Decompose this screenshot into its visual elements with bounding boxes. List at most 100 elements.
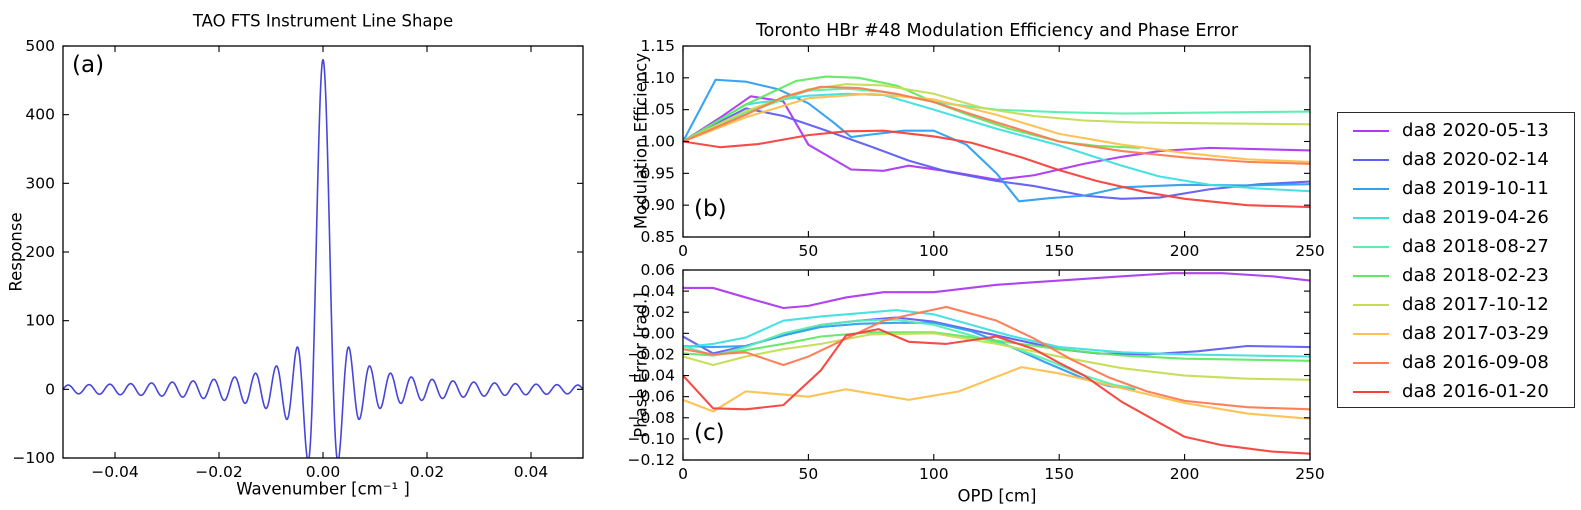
- panel-a-xlabel: Wavenumber [cm⁻¹ ]: [236, 479, 410, 499]
- panel-b-ylabel: Modulation Efficiency: [631, 52, 651, 230]
- legend-line-swatch: [1353, 303, 1389, 306]
- panel_c-y-tick-label: −0.06: [628, 388, 676, 406]
- panel_a-y-tick-label: 500: [25, 37, 55, 55]
- panel-c-xlabel: OPD [cm]: [957, 486, 1037, 506]
- legend-item: da8 2017-10-12: [1338, 290, 1574, 319]
- legend-item-label: da8 2016-09-08: [1402, 352, 1550, 373]
- panel_b-y-tick-label: 1.15: [640, 37, 675, 55]
- panel_a-y-tick-label: 400: [25, 106, 55, 124]
- panel_c-x-tick-label: 100: [919, 465, 949, 483]
- panel_b-series-line: [683, 92, 1310, 193]
- panel_c-x-tick-label: 0: [678, 465, 688, 483]
- panel_a-y-tick-label: 200: [25, 243, 55, 261]
- panel_c-y-tick-label: 0.06: [640, 261, 675, 279]
- legend-line-swatch: [1353, 332, 1389, 335]
- panel_c-frame: [682, 269, 1311, 461]
- panel_b-series-line: [683, 85, 1310, 165]
- panel_a-x-tick-label: 0.04: [514, 463, 549, 481]
- panel_a-x-tick-label: −0.02: [195, 463, 243, 481]
- legend-item-label: da8 2020-02-14: [1402, 149, 1550, 170]
- panel_c-y-tick-label: −0.04: [628, 367, 676, 385]
- legend-item-label: da8 2018-08-27: [1402, 236, 1550, 257]
- panel-b-letter-label: (b): [694, 196, 727, 222]
- panel_c-series-line: [683, 331, 1310, 362]
- panel_b-frame: [682, 45, 1311, 238]
- panel_a-x-tick-label: 0.02: [410, 463, 445, 481]
- panel_b-x-tick-label: 150: [1044, 242, 1074, 260]
- panel_c-y-tick-label: −0.08: [628, 409, 676, 427]
- panel_a-y-tick-label: 100: [25, 312, 55, 330]
- legend-item: da8 2019-10-11: [1338, 174, 1574, 203]
- panel_b-y-tick-label: 1.05: [640, 101, 675, 119]
- panel_a-y-tick-label: −100: [12, 449, 55, 467]
- panel_c-y-tick-label: −0.10: [628, 430, 676, 448]
- legend-item: da8 2018-02-23: [1338, 261, 1574, 290]
- legend-line-swatch: [1353, 187, 1389, 190]
- legend-line-swatch: [1353, 245, 1389, 248]
- panel_c-series-line: [683, 366, 1310, 420]
- panel_c-y-tick-label: 0.02: [640, 303, 675, 321]
- panel_c-x-tick-label: 250: [1295, 465, 1325, 483]
- panel_a-y-tick-label: 0: [45, 380, 55, 398]
- panel-c-ylabel: Phase Error [rad.]: [631, 292, 651, 438]
- panel_a-x-tick-label: −0.04: [91, 463, 139, 481]
- legend-item-label: da8 2016-01-20: [1402, 381, 1550, 402]
- panel_b-y-tick-label: 0.95: [640, 164, 675, 182]
- panel_c-x-tick-label: 150: [1044, 465, 1074, 483]
- legend-line-swatch: [1353, 129, 1389, 132]
- panel_b-plot: 0 50 100 150 200 250 0.85 0.90 0.95 1.00 1.05 1.10 1…: [640, 37, 1324, 260]
- panel_c-y-tick-label: 0.00: [640, 324, 675, 342]
- panel_c-series-line: [683, 305, 1310, 411]
- panel-bc-title: Toronto HBr #48 Modulation Efficiency an…: [755, 21, 1239, 41]
- panel_b-series-line: [683, 129, 1310, 209]
- panel_b-x-tick-label: 100: [919, 242, 949, 260]
- panel_a-x-tick-label: 0.00: [306, 463, 341, 481]
- panel_c-y-tick-label: 0.04: [640, 282, 675, 300]
- legend-item-label: da8 2017-10-12: [1402, 294, 1550, 315]
- legend-line-swatch: [1353, 216, 1389, 219]
- panel_c-y-tick-label: −0.02: [628, 345, 676, 363]
- panel-a-ylabel: Response: [6, 212, 26, 292]
- legend-item: da8 2016-01-20: [1338, 377, 1574, 406]
- panel_a-plot: −0.04 −0.02 0.00 0.02 0.04 −100 0 100 200 300 400 5…: [12, 37, 584, 481]
- panel_a-y-tick-label: 300: [25, 174, 55, 192]
- panel_b-x-tick-label: 250: [1295, 242, 1325, 260]
- legend-item: da8 2020-05-13: [1338, 116, 1574, 145]
- panel_c-series-line: [683, 309, 1310, 358]
- panel_c-series-line: [683, 272, 1310, 310]
- panel_a-frame: [62, 45, 584, 459]
- panel_a-series-line: [63, 58, 583, 458]
- legend-item-label: da8 2020-05-13: [1402, 120, 1550, 141]
- legend-item-label: da8 2018-02-23: [1402, 265, 1550, 286]
- panel_b-x-tick-label: 50: [799, 242, 819, 260]
- panel_b-series-line: [683, 92, 1310, 163]
- legend-item: da8 2020-02-14: [1338, 145, 1574, 174]
- panel_c-y-tick-label: −0.12: [628, 451, 676, 469]
- legend-item: da8 2017-03-29: [1338, 319, 1574, 348]
- legend-item-label: da8 2019-10-11: [1402, 178, 1550, 199]
- legend-list: da8 2020-05-13 da8 2020-02-14 da8 2019-10-…: [1338, 113, 1574, 406]
- legend: da8 2020-05-13 da8 2020-02-14 da8 2019-10-…: [1337, 112, 1575, 408]
- legend-line-swatch: [1353, 158, 1389, 161]
- panel_c-series-line: [683, 332, 1310, 381]
- legend-line-swatch: [1353, 274, 1389, 277]
- panel_b-y-tick-label: 0.90: [640, 196, 675, 214]
- panel_c-x-tick-label: 50: [799, 465, 819, 483]
- legend-line-swatch: [1353, 361, 1389, 364]
- panel_b-y-tick-label: 0.85: [640, 228, 675, 246]
- panel_b-series-line: [683, 107, 1310, 200]
- panel_c-x-tick-label: 200: [1170, 465, 1200, 483]
- panel_b-x-tick-label: 200: [1170, 242, 1200, 260]
- legend-line-swatch: [1353, 390, 1389, 393]
- legend-item-label: da8 2017-03-29: [1402, 323, 1550, 344]
- panel_b-x-tick-label: 0: [678, 242, 688, 260]
- panel_c-series-line: [683, 328, 1310, 455]
- panel_b-series-line: [683, 87, 1310, 143]
- panel_b-y-tick-label: 1.00: [640, 133, 675, 151]
- legend-item: da8 2019-04-26: [1338, 203, 1574, 232]
- legend-item: da8 2016-09-08: [1338, 348, 1574, 377]
- legend-item-label: da8 2019-04-26: [1402, 207, 1550, 228]
- panel_c-plot: 0 50 100 150 200 250 −0.12 −0.10 −0.08 −0.06 −0.04…: [628, 261, 1325, 483]
